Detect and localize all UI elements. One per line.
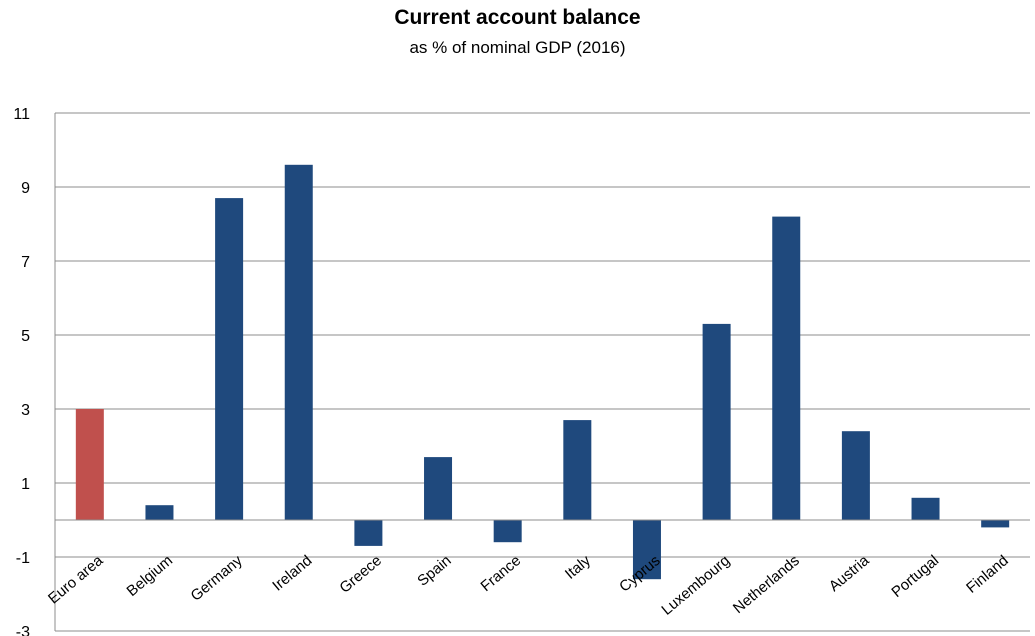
x-tick-label: Austria: [826, 552, 873, 595]
x-tick-label: Ireland: [269, 552, 315, 595]
bar: [702, 323, 731, 520]
x-tick-label: Spain: [414, 552, 454, 590]
y-tick-label: 7: [21, 254, 30, 271]
bar: [145, 505, 174, 520]
x-tick-label: Netherlands: [730, 552, 803, 617]
bar: [284, 164, 313, 521]
bar: [563, 420, 592, 520]
y-tick-label: 5: [21, 328, 30, 345]
bar: [911, 497, 940, 520]
bar: [493, 520, 522, 543]
chart-subtitle: as % of nominal GDP (2016): [409, 38, 626, 57]
bar: [354, 520, 383, 546]
bar: [632, 520, 661, 580]
y-tick-labels: 11 9 7 5 3 1 -1 -3: [13, 106, 30, 636]
x-tick-label: Germany: [187, 552, 246, 605]
y-tick-label: 11: [13, 106, 30, 123]
x-tick-label: Greece: [336, 552, 385, 597]
y-tick-label: 9: [21, 180, 30, 197]
grid-lines: [55, 112, 1030, 632]
bar: [841, 431, 870, 520]
x-tick-label: Portugal: [888, 552, 942, 601]
x-tick-labels: Euro area Belgium Germany Ireland Greece Spai…: [45, 552, 1012, 619]
x-tick-label: France: [478, 552, 525, 595]
x-tick-label: Luxembourg: [658, 552, 733, 619]
x-tick-label: Euro area: [45, 552, 107, 608]
bar: [215, 198, 244, 520]
y-tick-label: 1: [21, 476, 30, 493]
x-tick-label: Belgium: [124, 552, 176, 600]
bars: [75, 164, 1010, 580]
bar: [981, 520, 1010, 528]
bar: [424, 457, 453, 520]
y-tick-label: -1: [16, 550, 30, 567]
axes: [54, 113, 1030, 631]
x-tick-label: Finland: [963, 552, 1012, 597]
chart-title: Current account balance: [394, 6, 641, 29]
y-tick-label: 3: [21, 402, 30, 419]
bar: [75, 409, 104, 520]
y-tick-label: -3: [16, 624, 30, 636]
x-tick-label: Italy: [562, 552, 594, 583]
bar: [772, 216, 801, 520]
